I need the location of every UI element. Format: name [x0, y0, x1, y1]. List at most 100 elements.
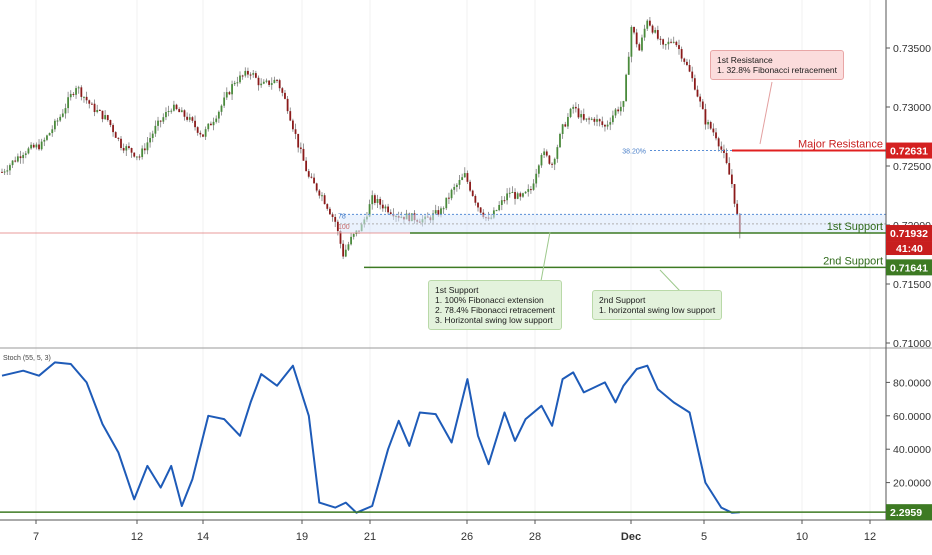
- candle-body: [226, 92, 228, 97]
- candle-body: [445, 198, 447, 209]
- candle-body: [657, 30, 659, 39]
- x-tick-label: 28: [529, 531, 541, 543]
- candle-body: [186, 117, 188, 120]
- candle-body: [154, 126, 156, 134]
- candle-body: [554, 159, 556, 165]
- candle-body: [620, 107, 622, 111]
- candle-body: [467, 173, 469, 182]
- candle-body: [173, 105, 175, 111]
- candle-body: [83, 97, 85, 98]
- candle-body: [443, 208, 445, 209]
- candle-body: [533, 184, 535, 190]
- candle-body: [660, 39, 662, 40]
- y-tick-label: 0.71500: [893, 279, 931, 291]
- stoch-tick-label: 40.0000: [893, 444, 931, 456]
- candle-body: [506, 193, 508, 200]
- candle-body: [289, 111, 291, 120]
- candle-body: [559, 134, 561, 147]
- stoch-tick-label: 60.0000: [893, 411, 931, 423]
- candle-body: [59, 117, 61, 121]
- candle-body: [133, 153, 135, 157]
- stoch-value-badge: 2.2959: [890, 507, 922, 519]
- candle-body: [697, 90, 699, 97]
- candle-body: [332, 214, 334, 217]
- candle-body: [236, 82, 238, 83]
- candle-body: [599, 119, 601, 121]
- candle-body: [1, 172, 3, 173]
- candle-body: [718, 138, 720, 146]
- candle-body: [35, 145, 37, 148]
- candle-body: [712, 129, 714, 133]
- candle-body: [41, 142, 43, 150]
- candle-body: [215, 119, 217, 122]
- candle-body: [728, 163, 730, 175]
- candle-body: [522, 193, 524, 196]
- candle-body: [210, 124, 212, 125]
- candle-body: [136, 156, 138, 157]
- candle-body: [387, 207, 389, 213]
- candle-body: [612, 115, 614, 122]
- candle-body: [588, 118, 590, 119]
- candle-body: [546, 151, 548, 155]
- candle-body: [498, 205, 500, 210]
- candle-body: [456, 185, 458, 187]
- candle-body: [321, 195, 323, 196]
- candle-body: [99, 110, 101, 111]
- candle-body: [511, 192, 513, 193]
- candle-body: [12, 161, 14, 166]
- candle-body: [149, 138, 151, 142]
- fib-label: 78: [338, 214, 346, 221]
- candle-body: [374, 195, 376, 203]
- candle-body: [633, 27, 635, 33]
- candle-body: [675, 42, 677, 45]
- candle-body: [348, 244, 350, 249]
- candle-body: [734, 184, 736, 204]
- y-tick-label: 0.72500: [893, 161, 931, 173]
- candle-body: [297, 134, 299, 148]
- candle-body: [43, 140, 45, 142]
- candle-body: [564, 124, 566, 126]
- candle-body: [593, 119, 595, 122]
- candle-body: [144, 148, 146, 150]
- stoch-tick-label: 20.0000: [893, 478, 931, 490]
- x-tick-label: 7: [33, 531, 39, 543]
- fib-label: 100: [338, 224, 350, 231]
- candle-body: [371, 195, 373, 204]
- x-tick-label: 10: [796, 531, 808, 543]
- x-tick-label: 12: [131, 531, 143, 543]
- major-resistance-badge: 0.72631: [890, 146, 928, 158]
- candle-body: [689, 65, 691, 72]
- candle-body: [464, 173, 466, 177]
- candle-body: [160, 121, 162, 122]
- candle-body: [30, 145, 32, 149]
- major-resistance-label: Major Resistance: [798, 139, 883, 151]
- candle-body: [736, 204, 738, 215]
- x-tick-label: Dec: [621, 531, 641, 543]
- candle-body: [326, 204, 328, 209]
- candle-body: [308, 171, 310, 177]
- candle-body: [604, 125, 606, 127]
- candle-body: [123, 148, 125, 151]
- candle-body: [318, 191, 320, 196]
- candle-body: [20, 156, 22, 158]
- candle-body: [583, 114, 585, 120]
- stoch-title: Stoch (55, 5, 3): [3, 355, 51, 362]
- candle-body: [78, 87, 80, 88]
- candle-body: [73, 94, 75, 95]
- candle-body: [128, 146, 130, 148]
- candle-body: [678, 45, 680, 49]
- candle-body: [189, 117, 191, 120]
- candle-body: [686, 62, 688, 65]
- candle-body: [720, 146, 722, 149]
- candle-body: [665, 44, 667, 45]
- candle-body: [96, 110, 98, 112]
- candle-body: [477, 203, 479, 208]
- candle-body: [501, 200, 503, 205]
- first-support-annotation: 1st Support 1. 100% Fibonacci extension …: [428, 280, 562, 330]
- candle-body: [448, 198, 450, 199]
- candle-body: [469, 182, 471, 191]
- candle-body: [17, 156, 19, 161]
- candle-body: [199, 133, 201, 135]
